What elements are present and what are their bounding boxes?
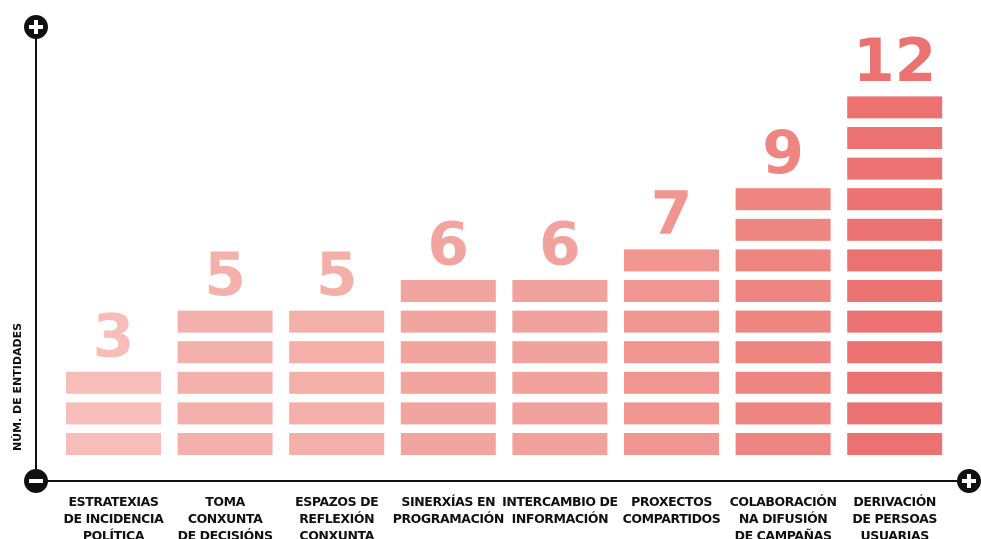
unit-block [400,341,496,364]
unit-block [735,371,831,394]
unit-block [735,218,831,241]
unit-block [400,280,496,302]
x-tick-label: PROXECTOS COMPARTIDOS [623,494,721,526]
bar [289,310,385,455]
value-label: 5 [204,240,246,310]
unit-block [735,249,831,272]
unit-block [847,280,943,302]
unit-block [289,310,385,333]
plus-icon [957,469,981,493]
minus-icon [24,469,48,493]
unit-block [400,402,496,425]
value-label: 9 [762,118,804,188]
unit-block [735,341,831,364]
unit-block [847,310,943,333]
value-label: 12 [853,26,937,96]
unit-block [66,433,161,455]
x-tick-label: DERIVACIÓN DE PERSOAS USUARIAS [852,494,937,539]
plus-icon [24,15,48,39]
unit-block [624,310,719,333]
value-label: 3 [93,301,135,371]
bar [66,371,161,455]
unit-block [624,341,719,364]
unit-block [624,280,719,302]
value-label: 5 [316,240,358,310]
unit-block [624,433,719,455]
unit-block [735,433,831,455]
unit-block [624,402,719,425]
x-tick-label: ESTRATEXIAS DE INCIDENCIA POLÍTICA [64,494,165,539]
unit-block [847,96,943,119]
x-tick-label: SINERXÍAS EN PROGRAMACIÓN [393,494,504,526]
unit-block [512,371,608,394]
unit-block [512,310,608,333]
unit-block [177,433,273,455]
unit-block [512,341,608,364]
unit-block [847,249,943,272]
x-tick-label: TOMA CONXUNTA DE DECISIÓNS [178,494,273,539]
unit-block [512,280,608,302]
unit-block [624,371,719,394]
bar [735,188,831,455]
unit-block [512,402,608,425]
unit-block [177,341,273,364]
unit-block [66,402,161,425]
unit-block [289,402,385,425]
unit-block [289,371,385,394]
x-tick-label: COLABORACIÓN NA DIFUSIÓN DE CAMPAÑAS [730,494,837,539]
unit-block [847,188,943,211]
unit-block [512,433,608,455]
unit-block [400,433,496,455]
unit-block [400,310,496,333]
unit-block [847,157,943,180]
unit-block [177,310,273,333]
value-label: 7 [651,179,693,249]
unit-block [289,433,385,455]
x-tick-label: INTERCAMBIO DE INFORMACIÓN [502,494,618,526]
unit-block [177,402,273,425]
unit-block [847,127,943,149]
unit-block [735,310,831,333]
unit-block [847,402,943,425]
unit-block [400,371,496,394]
bar [512,280,608,455]
unit-block [735,280,831,302]
unit-block [177,371,273,394]
value-label: 6 [539,210,581,280]
unit-block [66,371,161,394]
bar [400,280,496,455]
bar [624,249,719,455]
unit-block [847,433,943,455]
unit-block [847,218,943,241]
value-label: 6 [427,210,469,280]
unit-block [847,371,943,394]
unit-block [624,249,719,272]
unit-block [735,402,831,425]
x-tick-label: ESPAZOS DE REFLEXIÓN CONXUNTA [295,494,378,539]
bar [177,310,273,455]
unit-block [847,341,943,364]
unit-block [289,341,385,364]
y-axis-label: NÚM. DE ENTIDADES [11,323,24,451]
bar [847,96,943,455]
unit-block [735,188,831,211]
